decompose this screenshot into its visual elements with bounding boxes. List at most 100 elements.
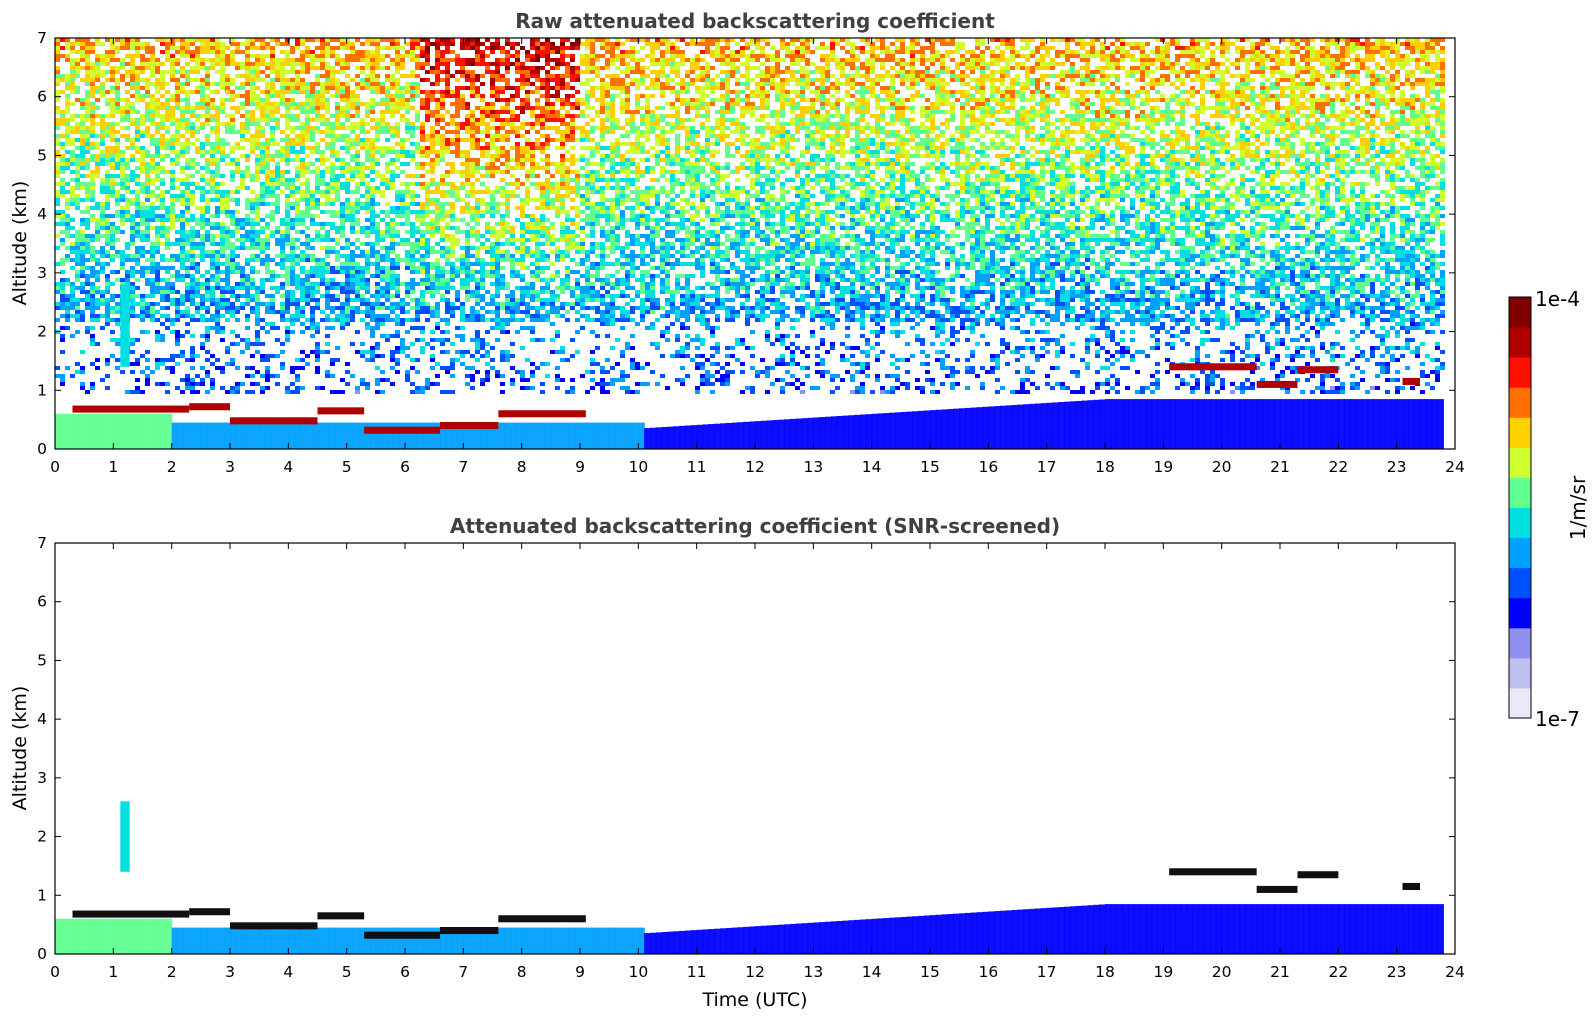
y-tick-label: 1 xyxy=(37,886,47,904)
colorbar-swatch xyxy=(1509,567,1531,599)
cloud-layer xyxy=(1297,871,1339,879)
x-tick-label: 20 xyxy=(1212,458,1232,476)
x-tick-label: 16 xyxy=(978,458,998,476)
x-tick-label: 10 xyxy=(628,458,648,476)
x-tick-label: 4 xyxy=(283,963,293,981)
boundary-layer xyxy=(55,904,1444,954)
boundary-layer xyxy=(55,399,1444,449)
x-tick-label: 1 xyxy=(108,458,118,476)
cloud-layer xyxy=(498,410,586,418)
x-tick-label: 21 xyxy=(1270,458,1290,476)
x-tick-label: 14 xyxy=(862,963,882,981)
cloud-layer xyxy=(440,421,499,430)
colorbar-gradient xyxy=(1509,297,1531,719)
x-tick-label: 13 xyxy=(803,458,823,476)
cloud-layer xyxy=(364,931,440,939)
cloud-layer xyxy=(230,922,318,930)
x-tick-label: 15 xyxy=(920,963,940,981)
x-tick-label: 1 xyxy=(108,963,118,981)
x-tick-label: 23 xyxy=(1387,963,1407,981)
x-tick-label: 10 xyxy=(628,963,648,981)
y-axis-label-snr: Altitude (km) xyxy=(9,686,31,811)
y-axis-label-raw: Altitude (km) xyxy=(9,181,31,306)
colorbar-swatch xyxy=(1509,387,1531,418)
y-tick-label: 1 xyxy=(37,381,47,399)
x-tick-label: 13 xyxy=(803,963,823,981)
x-tick-label: 7 xyxy=(458,458,468,476)
axis-ticks-raw: 0 1 2 3 4 5 6 7 8 9 10 11 12 13 14 15 16 17 18 19 20 21 22 23 24… xyxy=(37,29,1465,476)
x-tick-label: 24 xyxy=(1445,458,1465,476)
x-tick-label: 21 xyxy=(1270,963,1290,981)
x-tick-label: 9 xyxy=(575,963,585,981)
x-tick-label: 12 xyxy=(745,963,765,981)
cloud-layer xyxy=(317,407,365,415)
colorbar-swatch xyxy=(1509,627,1531,659)
colorbar-swatch xyxy=(1509,687,1531,719)
plot-frame-snr xyxy=(54,542,1456,955)
x-tick-label: 24 xyxy=(1445,963,1465,981)
x-tick-label: 16 xyxy=(978,963,998,981)
colorbar-swatch xyxy=(1509,597,1531,629)
x-tick-label: 6 xyxy=(400,963,410,981)
cloud-layer xyxy=(72,405,190,413)
cloud-layer xyxy=(317,912,365,920)
panel-raw-backscatter: Raw attenuated backscattering coefficien… xyxy=(9,9,1465,476)
colorbar-swatch xyxy=(1509,417,1531,448)
x-tick-label: 11 xyxy=(687,963,707,981)
plot-area-raw xyxy=(55,38,1445,449)
x-tick-label: 0 xyxy=(50,458,60,476)
colorbar-swatch xyxy=(1509,447,1531,478)
panel-snr-screened: Attenuated backscattering coefficient (S… xyxy=(9,514,1465,1011)
plot-frame-raw xyxy=(54,37,1456,450)
y-tick-label: 2 xyxy=(37,828,47,846)
axis-ticks-snr: 0 1 2 3 4 5 6 7 8 9 10 11 12 13 14 15 16 17 18 19 20 21 22 23 24… xyxy=(37,534,1465,981)
y-tick-label: 0 xyxy=(37,945,47,963)
y-tick-label: 2 xyxy=(37,323,47,341)
x-tick-label: 9 xyxy=(575,458,585,476)
colorbar-max-label: 1e-4 xyxy=(1535,287,1580,311)
x-tick-label: 8 xyxy=(517,963,527,981)
colorbar-swatch xyxy=(1509,657,1531,689)
cloud-layer xyxy=(230,417,318,425)
x-tick-label: 18 xyxy=(1095,963,1115,981)
cloud-layer xyxy=(1402,377,1420,386)
x-tick-label: 2 xyxy=(167,963,177,981)
x-tick-label: 23 xyxy=(1387,458,1407,476)
y-tick-label: 7 xyxy=(37,29,47,47)
x-tick-label: 14 xyxy=(862,458,882,476)
x-tick-label: 22 xyxy=(1328,458,1348,476)
cloud-layer xyxy=(1297,366,1339,374)
y-tick-label: 5 xyxy=(37,651,47,669)
plot-area-snr xyxy=(55,801,1444,954)
x-axis-label: Time (UTC) xyxy=(701,989,807,1011)
y-tick-label: 6 xyxy=(37,88,47,106)
colorbar: 1e-4 1e-7 1/m/sr xyxy=(1508,287,1590,731)
x-tick-label: 19 xyxy=(1153,458,1173,476)
x-tick-label: 6 xyxy=(400,458,410,476)
cloud-layer xyxy=(1402,882,1420,891)
y-tick-label: 3 xyxy=(37,769,47,787)
x-tick-label: 8 xyxy=(517,458,527,476)
colorbar-swatch xyxy=(1509,297,1531,328)
cloud-layer xyxy=(189,403,230,411)
y-tick-label: 5 xyxy=(37,146,47,164)
y-tick-label: 4 xyxy=(37,710,47,728)
x-tick-label: 22 xyxy=(1328,963,1348,981)
panel-title-snr: Attenuated backscattering coefficient (S… xyxy=(450,514,1060,538)
panel-title-raw: Raw attenuated backscattering coefficien… xyxy=(515,9,995,33)
x-tick-label: 20 xyxy=(1212,963,1232,981)
x-tick-label: 5 xyxy=(342,963,352,981)
colorbar-swatch xyxy=(1509,357,1531,388)
x-tick-label: 11 xyxy=(687,458,707,476)
colorbar-min-label: 1e-7 xyxy=(1535,707,1580,731)
x-tick-label: 3 xyxy=(225,963,235,981)
y-tick-label: 4 xyxy=(37,205,47,223)
cloud-layer xyxy=(189,908,230,916)
aerosol-plume xyxy=(120,801,130,872)
colorbar-swatch xyxy=(1509,327,1531,358)
cloud-layer xyxy=(440,926,499,935)
x-tick-label: 4 xyxy=(283,458,293,476)
y-tick-label: 7 xyxy=(37,534,47,552)
colorbar-swatch xyxy=(1509,537,1531,569)
